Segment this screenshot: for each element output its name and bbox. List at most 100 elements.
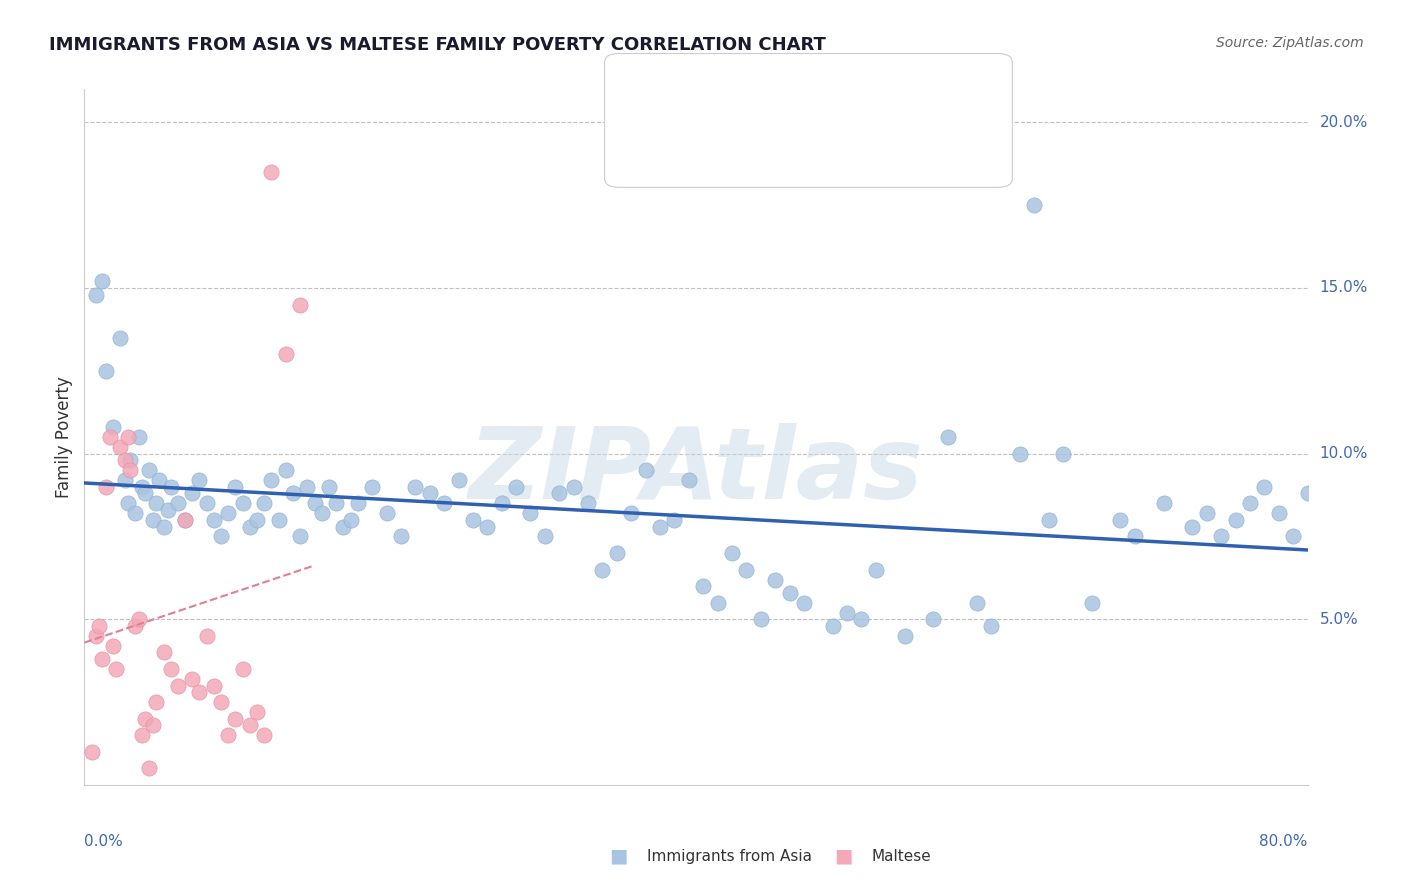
- Point: [678, 473, 700, 487]
- Point: [120, 463, 142, 477]
- Text: 80.0%: 80.0%: [1260, 834, 1308, 848]
- Point: [491, 496, 513, 510]
- Point: [1123, 529, 1146, 543]
- Point: [260, 165, 283, 179]
- Point: [1310, 480, 1333, 494]
- Point: [461, 513, 484, 527]
- Point: [142, 513, 165, 527]
- Point: [1211, 529, 1233, 543]
- Point: [246, 513, 269, 527]
- Text: 20.0%: 20.0%: [1320, 115, 1368, 130]
- Point: [404, 480, 426, 494]
- Text: N = 103: N = 103: [837, 82, 900, 96]
- Point: [779, 586, 801, 600]
- Point: [105, 662, 128, 676]
- Point: [246, 705, 269, 719]
- Point: [749, 612, 772, 626]
- Point: [980, 619, 1002, 633]
- Point: [1008, 447, 1031, 461]
- Point: [87, 619, 110, 633]
- Point: [477, 519, 499, 533]
- Point: [664, 513, 686, 527]
- Point: [966, 596, 988, 610]
- Point: [419, 486, 441, 500]
- Point: [648, 519, 671, 533]
- Point: [156, 503, 179, 517]
- Point: [318, 480, 340, 494]
- Point: [148, 473, 170, 487]
- Point: [80, 745, 103, 759]
- Point: [239, 718, 262, 732]
- Text: ZIPAtlas: ZIPAtlas: [468, 424, 924, 520]
- Point: [94, 480, 117, 494]
- Point: [145, 695, 167, 709]
- Point: [706, 596, 728, 610]
- Point: [548, 486, 571, 500]
- Point: [131, 728, 153, 742]
- Point: [152, 645, 174, 659]
- Point: [134, 486, 156, 500]
- Point: [142, 718, 165, 732]
- Point: [1109, 513, 1132, 527]
- Point: [152, 519, 174, 533]
- Point: [763, 573, 786, 587]
- Point: [224, 712, 246, 726]
- Text: Source: ZipAtlas.com: Source: ZipAtlas.com: [1216, 36, 1364, 50]
- Point: [893, 629, 915, 643]
- Point: [1181, 519, 1204, 533]
- Point: [447, 473, 470, 487]
- Point: [634, 463, 657, 477]
- Point: [936, 430, 959, 444]
- Point: [505, 480, 527, 494]
- Point: [346, 496, 368, 510]
- Point: [202, 513, 225, 527]
- Point: [128, 430, 150, 444]
- Point: [1080, 596, 1102, 610]
- Point: [90, 652, 112, 666]
- Point: [120, 453, 142, 467]
- Text: R =  0.306: R = 0.306: [664, 131, 745, 145]
- Text: 5.0%: 5.0%: [1320, 612, 1358, 627]
- Point: [735, 563, 758, 577]
- Point: [167, 496, 190, 510]
- Point: [851, 612, 873, 626]
- Text: IMMIGRANTS FROM ASIA VS MALTESE FAMILY POVERTY CORRELATION CHART: IMMIGRANTS FROM ASIA VS MALTESE FAMILY P…: [49, 36, 827, 54]
- Point: [224, 480, 246, 494]
- Point: [1024, 198, 1046, 212]
- Text: ■: ■: [640, 79, 658, 99]
- Point: [217, 506, 239, 520]
- Point: [174, 513, 197, 527]
- Point: [325, 496, 347, 510]
- Point: [232, 662, 254, 676]
- Point: [821, 619, 844, 633]
- Point: [361, 480, 384, 494]
- Point: [195, 629, 218, 643]
- Point: [332, 519, 354, 533]
- Point: [101, 420, 124, 434]
- Point: [128, 612, 150, 626]
- Point: [117, 430, 139, 444]
- Point: [217, 728, 239, 742]
- Point: [114, 473, 136, 487]
- Point: [110, 331, 132, 345]
- Point: [1052, 447, 1074, 461]
- Text: 15.0%: 15.0%: [1320, 280, 1368, 295]
- Point: [793, 596, 815, 610]
- Point: [721, 546, 744, 560]
- Point: [253, 496, 276, 510]
- Point: [181, 672, 204, 686]
- Point: [134, 712, 156, 726]
- Point: [124, 619, 146, 633]
- Point: [260, 473, 283, 487]
- Point: [181, 486, 204, 500]
- Point: [131, 480, 153, 494]
- Point: [159, 662, 181, 676]
- Point: [84, 629, 107, 643]
- Text: ■: ■: [609, 847, 628, 866]
- Point: [117, 496, 139, 510]
- Text: 10.0%: 10.0%: [1320, 446, 1368, 461]
- Text: 0.0%: 0.0%: [84, 834, 124, 848]
- Point: [267, 513, 290, 527]
- Point: [1296, 486, 1319, 500]
- Point: [124, 506, 146, 520]
